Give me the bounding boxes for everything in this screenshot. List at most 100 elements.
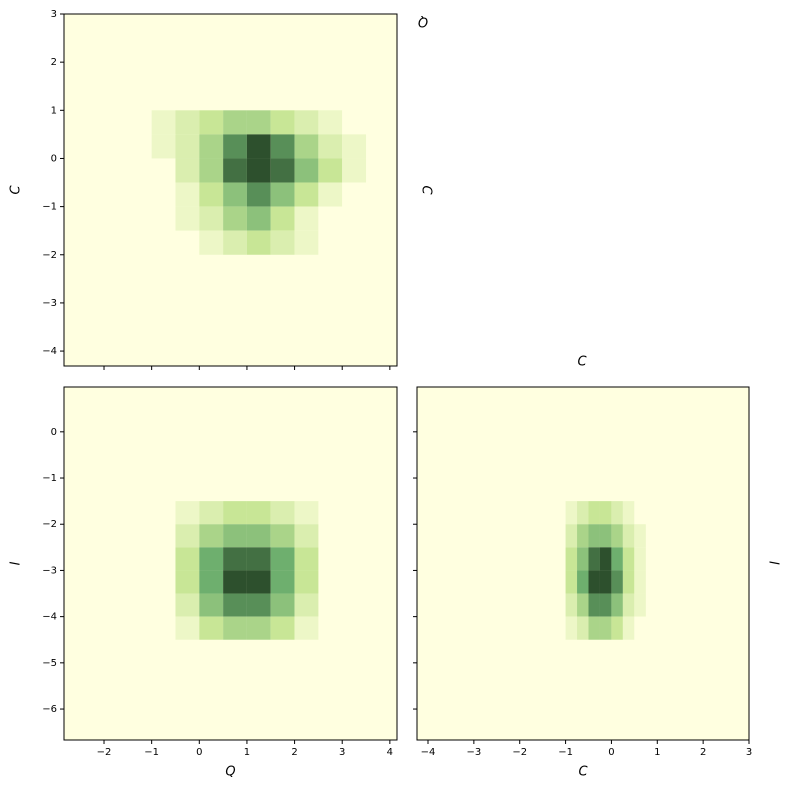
x-tick-label: −2 bbox=[512, 747, 527, 758]
density-cell bbox=[342, 206, 367, 231]
y-tick-label: 1 bbox=[51, 105, 57, 116]
density-cell bbox=[199, 206, 224, 231]
density-cell bbox=[246, 182, 271, 207]
density-cell bbox=[199, 230, 224, 255]
density-cell bbox=[565, 524, 578, 548]
x-tick-label: 0 bbox=[196, 747, 202, 758]
density-cell bbox=[294, 182, 319, 207]
plot-frame bbox=[63, 386, 398, 741]
y-axis-label: C bbox=[9, 185, 24, 195]
density-cell bbox=[246, 616, 271, 640]
density-cell bbox=[294, 570, 319, 594]
y-tick-label: −3 bbox=[42, 565, 57, 576]
x-tick-label: −1 bbox=[144, 747, 159, 758]
x-tick-label: 1 bbox=[654, 747, 660, 758]
x-tick-label: 0 bbox=[608, 747, 614, 758]
density-cell bbox=[622, 547, 635, 571]
density-cell bbox=[342, 134, 367, 159]
density-cell bbox=[270, 501, 295, 525]
density-cell bbox=[175, 547, 200, 571]
x-tick-label: 1 bbox=[244, 747, 250, 758]
density-cell bbox=[223, 134, 247, 159]
density-cell bbox=[342, 110, 367, 135]
density-cell bbox=[599, 501, 612, 525]
density-cell bbox=[611, 593, 623, 617]
density-cell bbox=[175, 134, 200, 159]
density-cell bbox=[634, 547, 646, 571]
plot-frame bbox=[63, 13, 398, 367]
density-cell bbox=[270, 158, 295, 183]
density-cell bbox=[223, 206, 247, 231]
density-cell bbox=[294, 158, 319, 183]
density-cell bbox=[634, 616, 646, 640]
density-cell bbox=[199, 134, 224, 159]
density-cell bbox=[151, 230, 176, 255]
density-cell bbox=[270, 182, 295, 207]
corner-label: C bbox=[419, 185, 434, 195]
corner-label: C bbox=[577, 355, 587, 370]
density-cell bbox=[175, 182, 200, 207]
density-cell bbox=[599, 570, 612, 594]
density-cell bbox=[588, 570, 600, 594]
y-tick-label: −1 bbox=[42, 202, 57, 213]
x-tick-label: 4 bbox=[387, 747, 393, 758]
density-cell bbox=[622, 570, 635, 594]
plot-frame bbox=[416, 386, 750, 741]
density-cell bbox=[270, 110, 295, 135]
density-cell bbox=[565, 501, 578, 525]
density-cell bbox=[199, 110, 224, 135]
density-cell bbox=[611, 616, 623, 640]
density-cell bbox=[294, 230, 319, 255]
density-cell bbox=[588, 501, 600, 525]
density-cell bbox=[318, 230, 343, 255]
density-cell bbox=[622, 593, 635, 617]
density-cell bbox=[577, 524, 589, 548]
density-cell bbox=[151, 206, 176, 231]
density-cell bbox=[599, 547, 612, 571]
density-cell bbox=[342, 230, 367, 255]
density-cell bbox=[611, 524, 623, 548]
density-cell bbox=[270, 206, 295, 231]
density-cell bbox=[223, 593, 247, 617]
density-cell bbox=[223, 158, 247, 183]
density-cell bbox=[577, 570, 589, 594]
x-tick-label: 2 bbox=[291, 747, 297, 758]
corner-label: I bbox=[769, 561, 784, 565]
density-cell bbox=[175, 158, 200, 183]
density-cell bbox=[588, 547, 600, 571]
density-cell bbox=[588, 524, 600, 548]
density-cell bbox=[634, 570, 646, 594]
density-cell bbox=[294, 616, 319, 640]
density-cell bbox=[223, 570, 247, 594]
y-tick-label: −3 bbox=[42, 298, 57, 309]
density-cell bbox=[611, 570, 623, 594]
y-tick-label: −5 bbox=[42, 658, 57, 669]
density-cell bbox=[270, 570, 295, 594]
density-cell bbox=[565, 547, 578, 571]
y-tick-label: 3 bbox=[51, 9, 57, 20]
y-tick-label: −4 bbox=[42, 612, 57, 623]
density-cell bbox=[175, 501, 200, 525]
density-cell bbox=[223, 110, 247, 135]
density-cell bbox=[270, 547, 295, 571]
density-cell bbox=[599, 524, 612, 548]
density-cell bbox=[577, 547, 589, 571]
x-tick-label: −2 bbox=[97, 747, 112, 758]
density-cell bbox=[199, 547, 224, 571]
density-cell bbox=[223, 524, 247, 548]
x-tick-label: 3 bbox=[746, 747, 752, 758]
density-cell bbox=[318, 182, 343, 207]
corner-label: Q bbox=[418, 14, 428, 29]
x-axis-label: Q bbox=[225, 765, 235, 780]
x-tick-label: 3 bbox=[339, 747, 345, 758]
density-cell bbox=[223, 182, 247, 207]
density-cell bbox=[199, 182, 224, 207]
density-cell bbox=[175, 206, 200, 231]
density-cell bbox=[294, 206, 319, 231]
x-tick-label: 2 bbox=[700, 747, 706, 758]
density-cell bbox=[622, 501, 635, 525]
density-cell bbox=[246, 110, 271, 135]
density-cell bbox=[318, 206, 343, 231]
x-axis-label: C bbox=[578, 765, 588, 780]
